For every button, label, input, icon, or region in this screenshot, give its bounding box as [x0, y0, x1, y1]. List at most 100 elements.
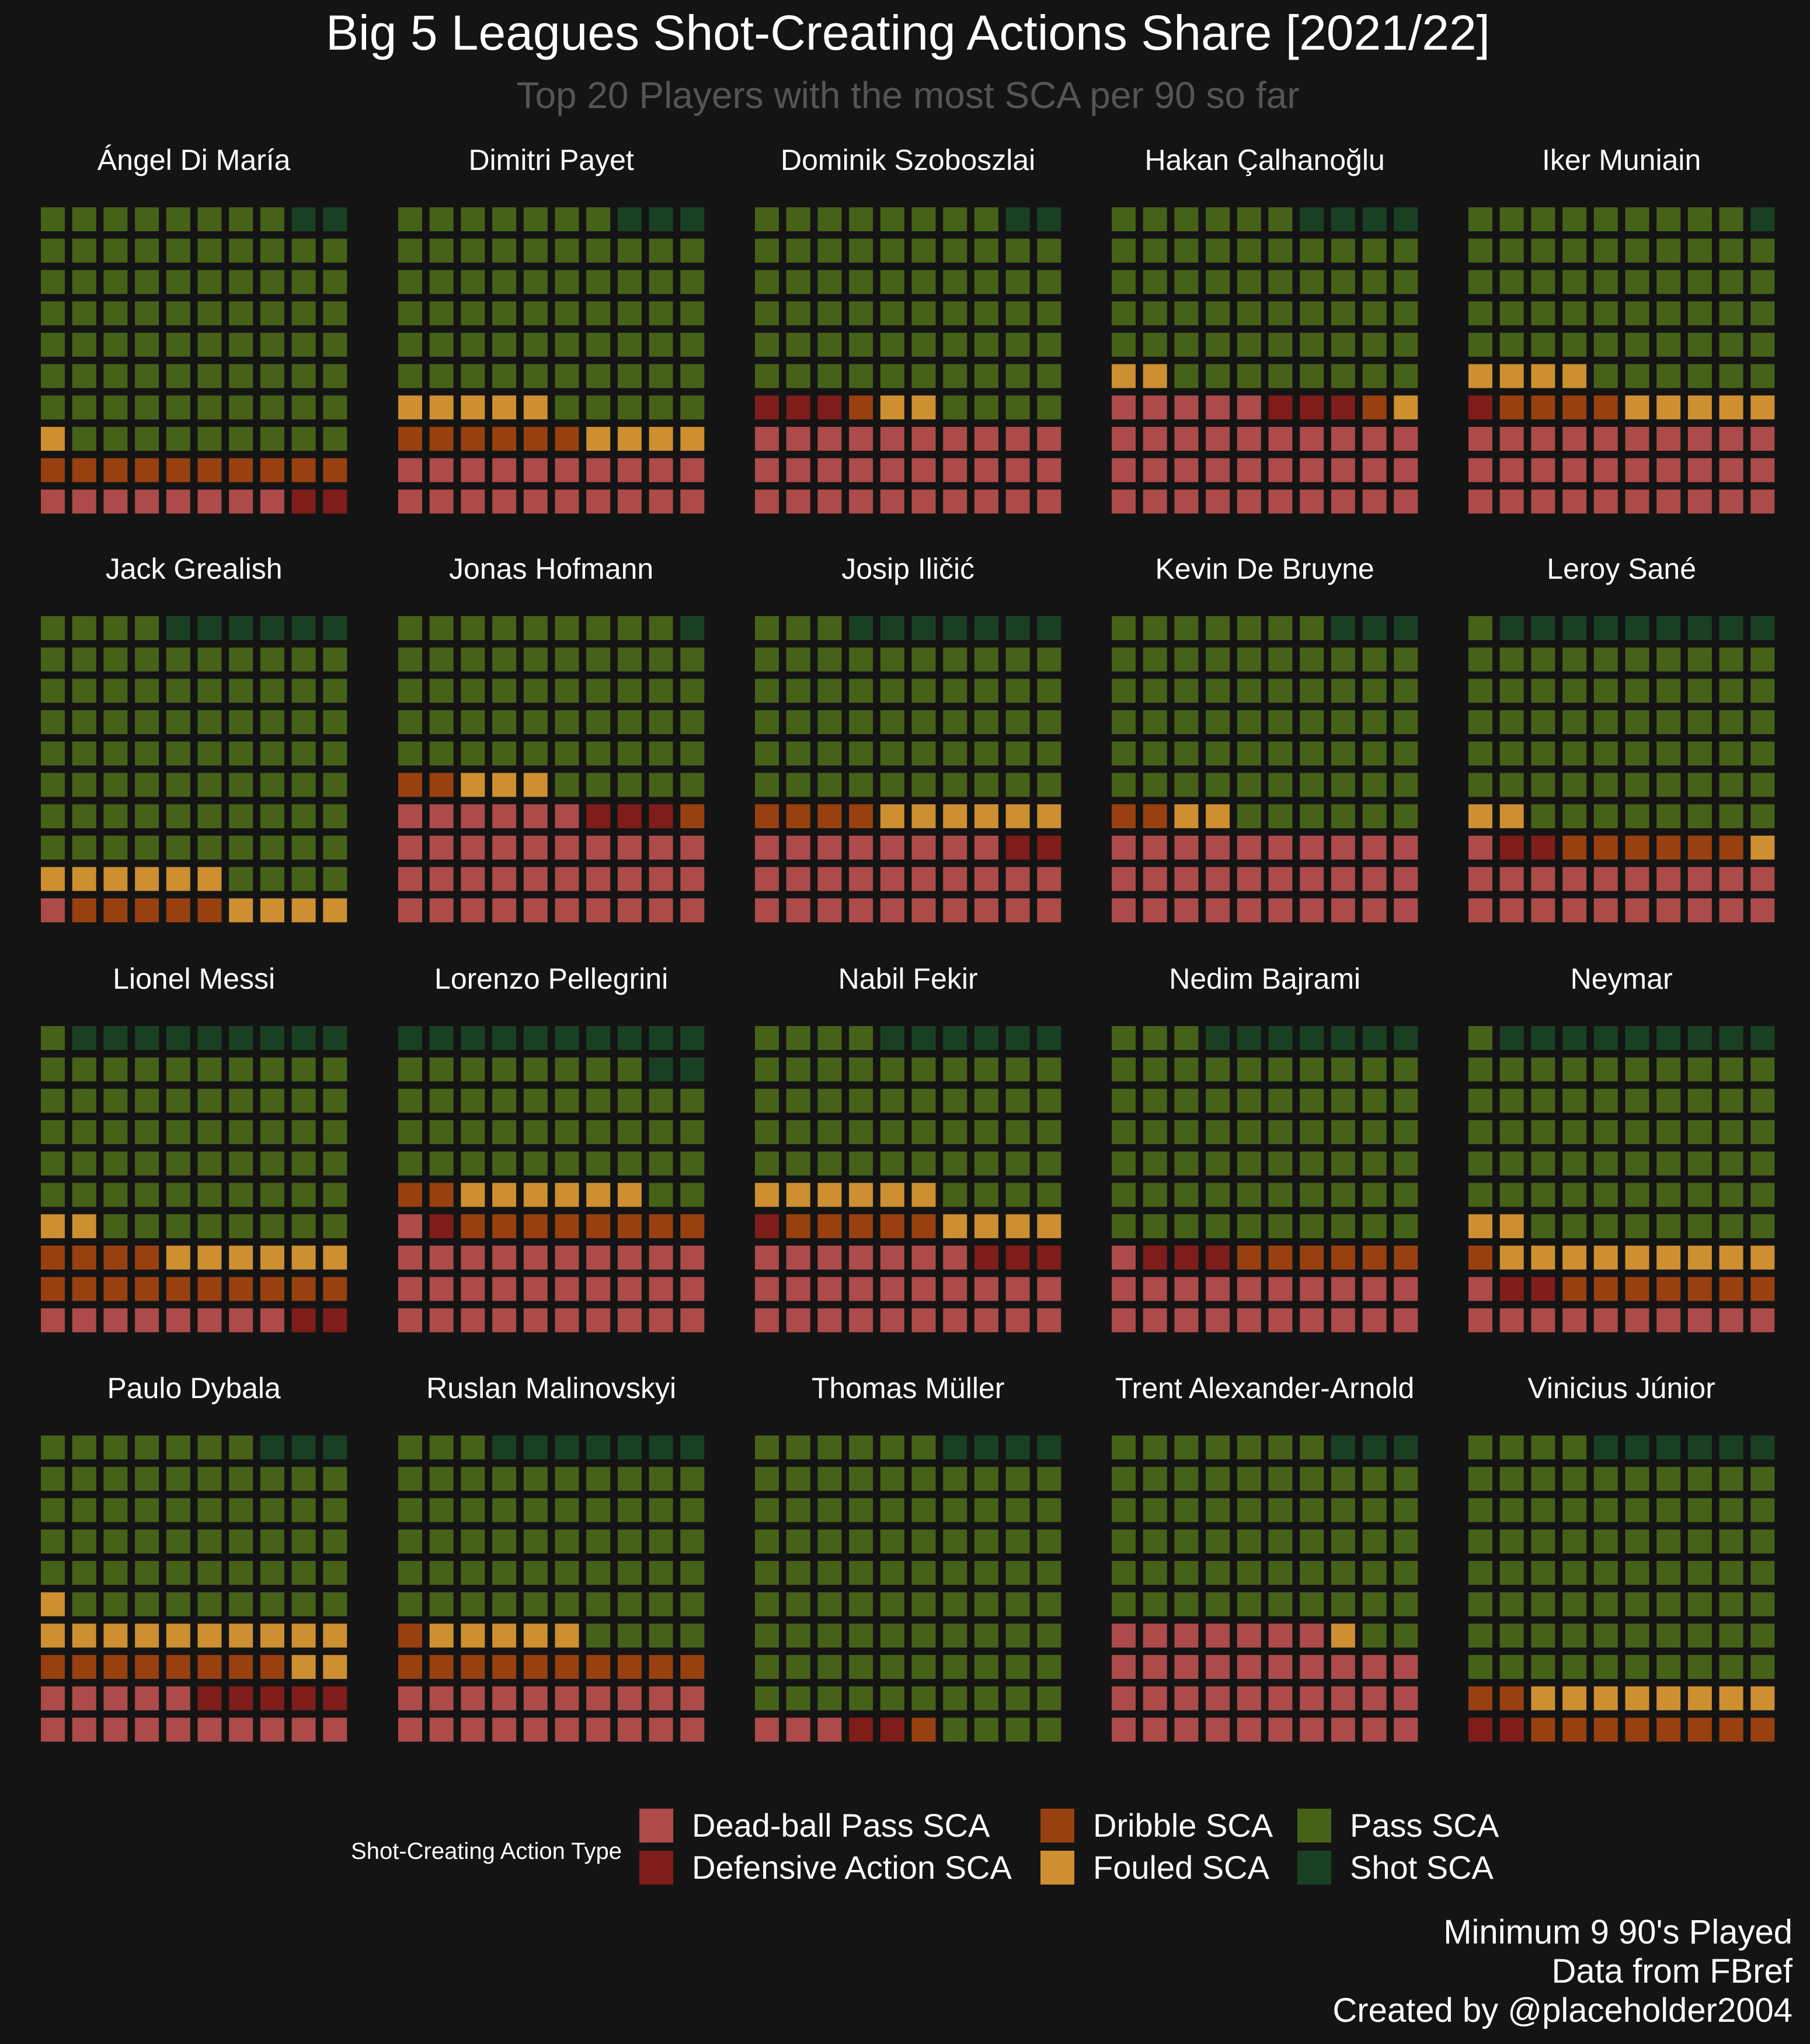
waffle-square: [1037, 1718, 1061, 1742]
waffle-square: [461, 1624, 485, 1648]
waffle-square: [1719, 489, 1743, 514]
waffle-square: [103, 679, 128, 703]
waffle-square: [1394, 364, 1418, 388]
waffle-square: [1237, 1435, 1261, 1459]
waffle-square: [1531, 1498, 1555, 1522]
waffle-square: [135, 364, 159, 388]
player-panel: Josip Iličić: [755, 552, 1061, 923]
waffle-square: [1174, 1624, 1199, 1648]
caption-line: Minimum 9 90's Played: [1443, 1913, 1792, 1951]
legend-label: Dead-ball Pass SCA: [692, 1807, 990, 1844]
waffle-square: [1237, 332, 1261, 357]
waffle-square: [523, 1435, 548, 1459]
waffle-square: [849, 301, 873, 326]
waffle-square: [1499, 395, 1524, 420]
waffle-square: [974, 1654, 998, 1679]
waffle-square: [1237, 1089, 1261, 1113]
waffle-square: [323, 835, 347, 860]
waffle-square: [291, 710, 316, 735]
waffle-square: [166, 395, 190, 420]
waffle-square: [260, 1277, 284, 1301]
waffle-square: [617, 804, 642, 829]
waffle-square: [166, 207, 190, 231]
waffle-square: [1531, 489, 1555, 514]
waffle-square: [1625, 1624, 1649, 1648]
waffle-square: [849, 1592, 873, 1617]
waffle-square: [135, 1718, 159, 1742]
waffle-square: [260, 1654, 284, 1679]
waffle-square: [523, 1057, 548, 1082]
waffle-square: [229, 1277, 253, 1301]
waffle-square: [1750, 1245, 1775, 1270]
waffle-square: [649, 679, 673, 703]
waffle-square: [974, 1026, 998, 1050]
waffle-square: [911, 1120, 936, 1145]
waffle-square: [586, 395, 611, 420]
waffle-square: [398, 1654, 422, 1679]
waffle-square: [1362, 773, 1387, 797]
waffle-square: [72, 679, 96, 703]
waffle-square: [680, 710, 705, 735]
waffle-square: [880, 1151, 904, 1176]
waffle-square: [429, 1718, 454, 1742]
waffle-square: [1206, 1654, 1230, 1679]
waffle-square: [1112, 710, 1136, 735]
waffle-square: [1206, 616, 1230, 640]
waffle-square: [1593, 1466, 1618, 1491]
waffle-square: [617, 270, 642, 294]
waffle-square: [1300, 1214, 1324, 1239]
waffle-square: [1112, 332, 1136, 357]
waffle-square: [1331, 207, 1355, 231]
waffle-square: [1593, 647, 1618, 672]
waffle-square: [398, 1498, 422, 1522]
waffle-square: [1687, 741, 1712, 766]
waffle-square: [974, 301, 998, 326]
waffle-square: [1719, 1151, 1743, 1176]
waffle-square: [1143, 1592, 1167, 1617]
waffle-square: [1143, 1151, 1167, 1176]
waffle-square: [1331, 1560, 1355, 1585]
waffle-square: [1268, 1120, 1293, 1145]
waffle-square: [1206, 1308, 1230, 1333]
waffle-square: [523, 1026, 548, 1050]
legend-key: [1040, 1809, 1074, 1843]
chart-subtitle: Top 20 Players with the most SCA per 90 …: [516, 74, 1299, 116]
waffle-square: [72, 1057, 96, 1082]
waffle-square: [1531, 804, 1555, 829]
waffle-square: [1750, 301, 1775, 326]
waffle-square: [461, 1435, 485, 1459]
waffle-square: [166, 1245, 190, 1270]
waffle-square: [649, 867, 673, 891]
waffle-square: [260, 867, 284, 891]
waffle-square: [1037, 1592, 1061, 1617]
waffle-square: [398, 1592, 422, 1617]
waffle-square: [103, 1151, 128, 1176]
waffle-square: [911, 679, 936, 703]
waffle-square: [649, 426, 673, 451]
waffle-square: [291, 616, 316, 640]
waffle-square: [1562, 804, 1587, 829]
waffle-square: [1656, 1245, 1681, 1270]
waffle-square: [1237, 458, 1261, 482]
waffle-square: [1143, 1214, 1167, 1239]
waffle-square: [461, 710, 485, 735]
waffle-square: [1300, 1026, 1324, 1050]
waffle-square: [291, 207, 316, 231]
waffle-square: [1331, 1277, 1355, 1301]
waffle-square: [323, 1624, 347, 1648]
waffle-square: [1562, 1026, 1587, 1050]
waffle-square: [1362, 898, 1387, 923]
waffle-square: [1719, 898, 1743, 923]
waffle-square: [1531, 773, 1555, 797]
waffle-square: [1625, 1654, 1649, 1679]
waffle-square: [492, 301, 517, 326]
waffle-square: [1005, 1560, 1030, 1585]
waffle-square: [461, 1120, 485, 1145]
waffle-square: [943, 1214, 967, 1239]
waffle-square: [166, 1624, 190, 1648]
waffle-square: [943, 1151, 967, 1176]
waffle-square: [1005, 1654, 1030, 1679]
waffle-square: [649, 489, 673, 514]
waffle-square: [1237, 270, 1261, 294]
waffle-square: [617, 458, 642, 482]
